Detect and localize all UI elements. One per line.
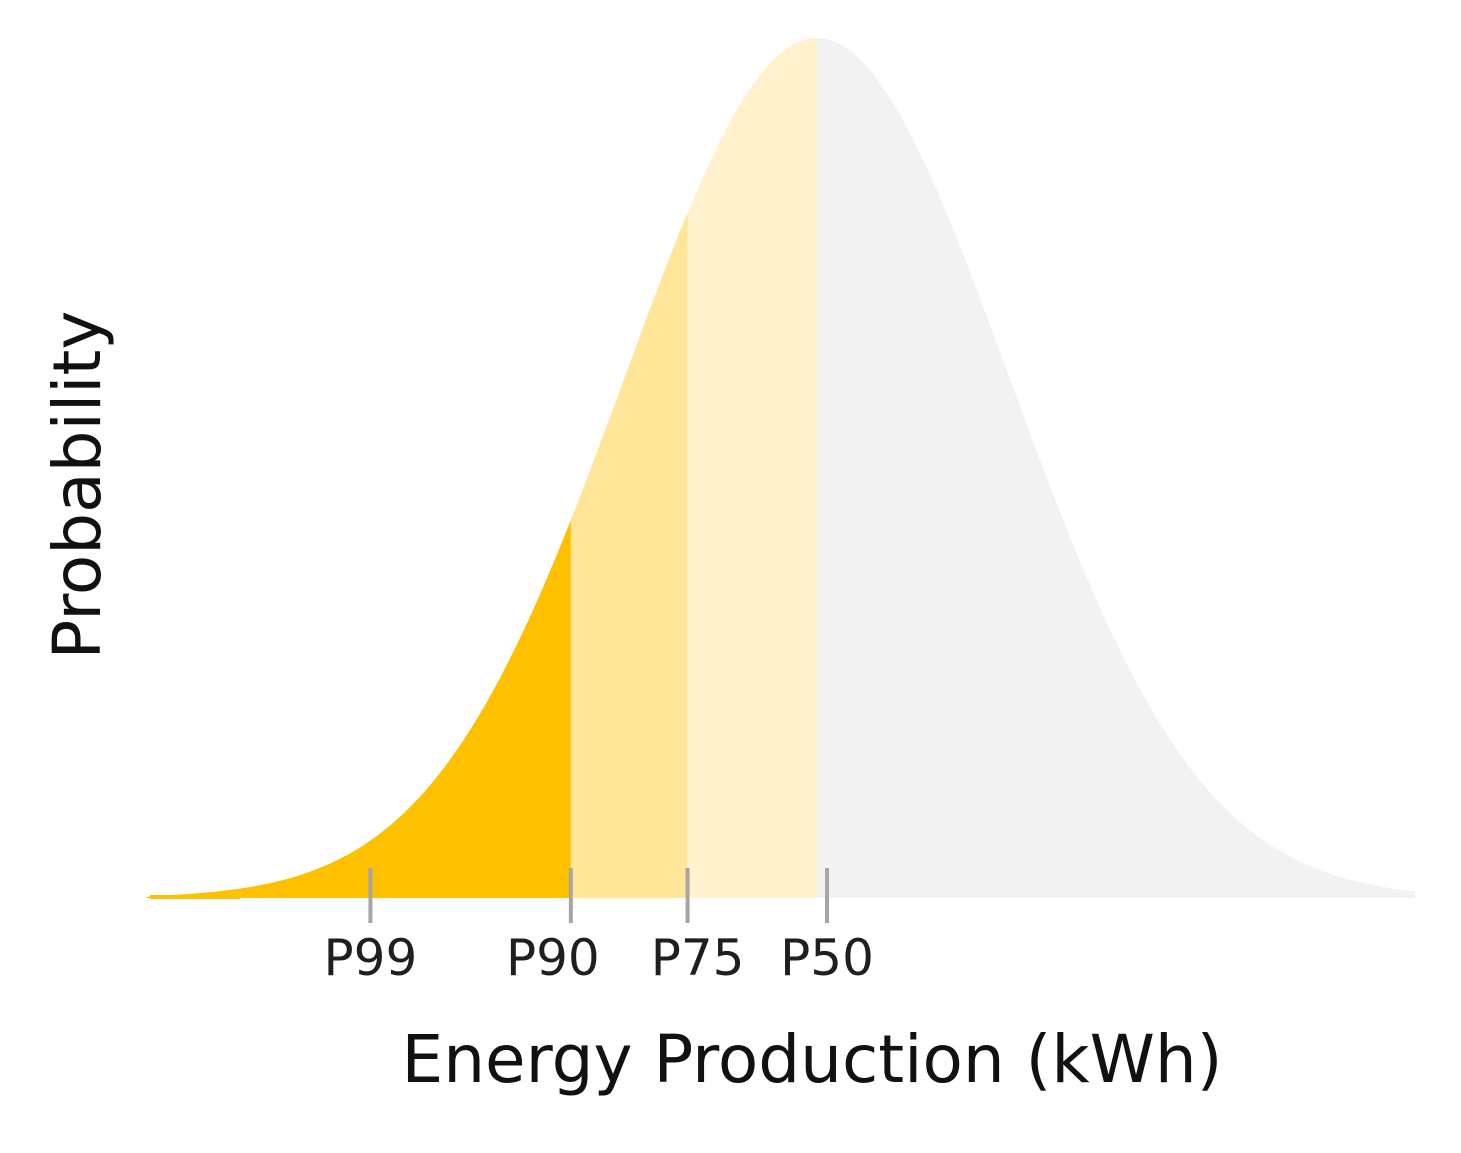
marker-label-p90: P90 — [506, 929, 600, 987]
region-2 — [687, 38, 817, 898]
left-tail — [150, 895, 240, 899]
region-1 — [570, 212, 688, 898]
distribution-regions — [145, 38, 1415, 899]
region-0 — [145, 519, 571, 898]
marker-ticks — [368, 868, 829, 923]
x-axis-title: Energy Production (kWh) — [402, 1021, 1223, 1098]
y-axis-title: Probability — [39, 311, 116, 660]
region-3 — [817, 38, 1415, 898]
marker-label-p99: P99 — [324, 929, 418, 987]
marker-labels: P99 P90 P75 P50 — [324, 929, 874, 987]
marker-label-p50: P50 — [780, 929, 874, 987]
marker-label-p75: P75 — [651, 929, 745, 987]
